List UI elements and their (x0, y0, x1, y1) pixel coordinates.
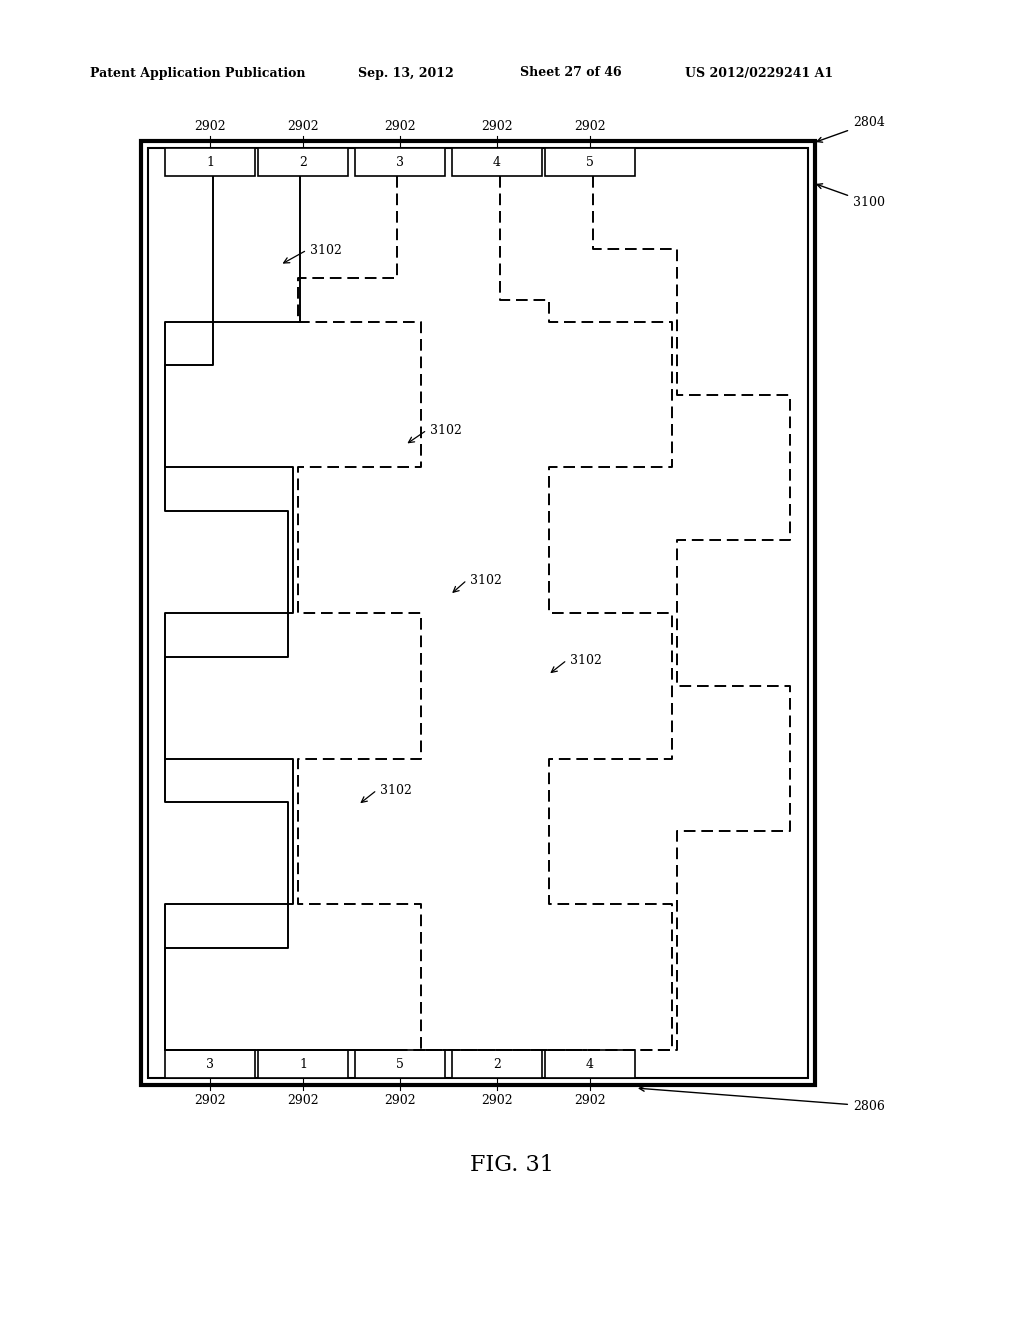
Text: 2902: 2902 (287, 120, 318, 132)
Text: FIG. 31: FIG. 31 (470, 1154, 554, 1176)
Text: 5: 5 (586, 156, 594, 169)
Text: 2902: 2902 (287, 1093, 318, 1106)
Text: 3102: 3102 (470, 573, 502, 586)
Bar (165, 148, 255, 176)
Text: 4: 4 (586, 1057, 594, 1071)
Text: 3102: 3102 (310, 243, 342, 256)
Bar (258, 1049, 348, 1078)
Bar (148, 148, 808, 1078)
Text: 2902: 2902 (195, 120, 226, 132)
Text: 1: 1 (206, 156, 214, 169)
Text: 2902: 2902 (481, 120, 513, 132)
Text: 2902: 2902 (574, 120, 606, 132)
Bar (545, 148, 635, 176)
Bar (141, 141, 815, 1085)
Text: 5: 5 (396, 1057, 403, 1071)
Bar (452, 148, 542, 176)
Text: 2902: 2902 (384, 120, 416, 132)
Text: 2902: 2902 (481, 1093, 513, 1106)
Text: 3: 3 (396, 156, 404, 169)
Text: 3100: 3100 (817, 183, 885, 210)
Text: 2: 2 (299, 156, 307, 169)
Bar (452, 1049, 542, 1078)
Text: 2902: 2902 (574, 1093, 606, 1106)
Text: 3: 3 (206, 1057, 214, 1071)
Text: 2: 2 (494, 1057, 501, 1071)
Bar (355, 148, 445, 176)
Text: 3102: 3102 (430, 424, 462, 437)
Text: Sheet 27 of 46: Sheet 27 of 46 (520, 66, 622, 79)
Text: Patent Application Publication: Patent Application Publication (90, 66, 305, 79)
Text: 2902: 2902 (195, 1093, 226, 1106)
Text: Sep. 13, 2012: Sep. 13, 2012 (358, 66, 454, 79)
Text: 1: 1 (299, 1057, 307, 1071)
Bar (355, 1049, 445, 1078)
Text: 3102: 3102 (380, 784, 412, 796)
Text: 3102: 3102 (570, 653, 602, 667)
Bar (545, 1049, 635, 1078)
Text: 2902: 2902 (384, 1093, 416, 1106)
Text: 2804: 2804 (817, 116, 885, 143)
Text: US 2012/0229241 A1: US 2012/0229241 A1 (685, 66, 834, 79)
Bar (165, 1049, 255, 1078)
Text: 4: 4 (493, 156, 501, 169)
Bar (258, 148, 348, 176)
Text: 2806: 2806 (639, 1086, 885, 1113)
